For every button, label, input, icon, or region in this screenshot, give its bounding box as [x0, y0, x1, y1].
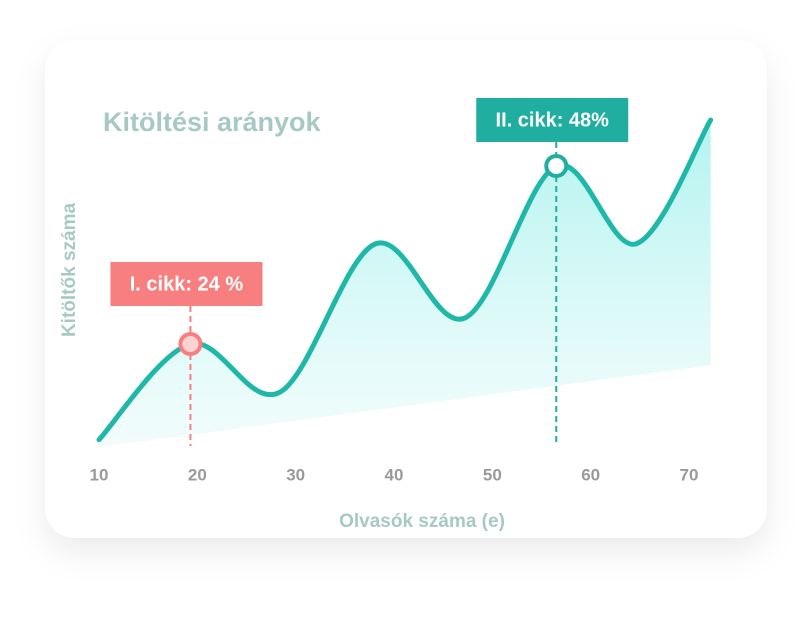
annotation-point: [178, 332, 203, 356]
x-tick-label: 70: [680, 465, 699, 484]
line: [96, 117, 714, 443]
x-tick-label: 30: [286, 465, 305, 484]
x-tick-label: 40: [385, 465, 404, 484]
annotation-box: [476, 98, 629, 142]
y-axis-label: Kitöltők száma: [59, 203, 80, 338]
x-tick-label: 10: [90, 465, 109, 484]
x-axis-label: Olvasók száma (e): [339, 511, 505, 532]
annotation-box: [110, 262, 263, 306]
annotation-label: II. cikk: 48%: [496, 109, 610, 131]
x-tick-label: 60: [581, 465, 600, 484]
x-tick-label: 20: [188, 465, 207, 484]
annotation-label: I. cikk: 24 %: [130, 273, 244, 295]
chart-title: Kitöltési arányok: [103, 107, 322, 137]
area: [99, 120, 711, 448]
x-tick-label: 50: [483, 465, 502, 484]
annotation-point: [544, 154, 569, 178]
